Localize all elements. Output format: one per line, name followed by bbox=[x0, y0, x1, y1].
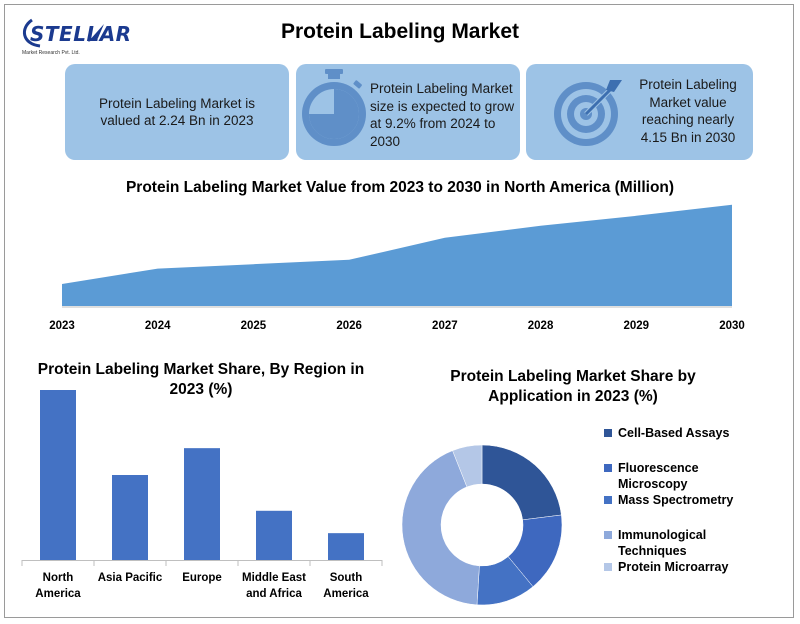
area-x-tick-label: 2030 bbox=[719, 320, 745, 332]
bar-category-label: Middle East and Africa bbox=[242, 572, 306, 600]
logo-swoosh bbox=[23, 18, 104, 48]
legend-item: Cell-Based Assays bbox=[604, 425, 788, 441]
area-x-tick-label: 2025 bbox=[241, 320, 267, 332]
area-x-tick-label: 2023 bbox=[49, 320, 75, 332]
area-chart: 2023 2024 2025 2026 2027 2028 2029 2030 bbox=[49, 204, 745, 332]
legend-item: Immunological Techniques bbox=[604, 527, 718, 559]
info-card-text: Protein Labeling Market value reaching n… bbox=[639, 77, 737, 145]
legend-label: Cell-Based Assays bbox=[618, 426, 730, 440]
info-card-text: Protein Labeling Market is valued at 2.2… bbox=[98, 95, 256, 129]
area-x-tick-label: 2028 bbox=[528, 320, 554, 332]
donut-slice bbox=[401, 450, 480, 606]
legend-label: Fluorescence Microscopy bbox=[618, 461, 699, 491]
area-x-tick-label: 2027 bbox=[432, 320, 458, 332]
legend-swatch bbox=[604, 563, 612, 571]
bar bbox=[112, 475, 148, 560]
bar bbox=[328, 533, 364, 560]
info-card-text: Protein Labeling Market size is expected… bbox=[370, 81, 515, 149]
bar-category-label: Europe bbox=[182, 572, 222, 584]
legend-item: Protein Microarray bbox=[604, 559, 788, 575]
legend-swatch bbox=[604, 531, 612, 539]
bar bbox=[256, 510, 292, 560]
legend-swatch bbox=[604, 429, 612, 437]
area-x-tick-label: 2026 bbox=[336, 320, 362, 332]
legend-label: Immunological Techniques bbox=[618, 528, 707, 558]
area-x-tick-label: 2029 bbox=[623, 320, 649, 332]
info-card-growth: Protein Labeling Market size is expected… bbox=[296, 64, 520, 160]
infographic-frame bbox=[4, 4, 794, 618]
donut-slice bbox=[481, 444, 562, 521]
donut-chart-title: Protein Labeling Market Share by Applica… bbox=[450, 368, 696, 405]
bar-category-label: South America bbox=[323, 572, 369, 600]
legend-swatch bbox=[604, 464, 612, 472]
legend-swatch bbox=[604, 496, 612, 504]
area-chart-title: Protein Labeling Market Value from 2023 … bbox=[125, 179, 675, 196]
info-card-forecast: Protein Labeling Market value reaching n… bbox=[526, 64, 753, 160]
bar-category-label: North America bbox=[35, 572, 81, 600]
target-icon bbox=[554, 80, 622, 146]
logo-text: STELLAR bbox=[30, 22, 132, 46]
legend-item: Mass Spectrometry bbox=[604, 492, 788, 508]
stellar-logo: STELLAR Market Research Pvt. Ltd. bbox=[18, 14, 131, 60]
bar-category-label: Asia Pacific bbox=[98, 572, 163, 584]
logo-subtext: Market Research Pvt. Ltd. bbox=[22, 50, 80, 56]
legend-label: Protein Microarray bbox=[618, 560, 729, 574]
page-title: Protein Labeling Market bbox=[280, 20, 520, 43]
donut-slice bbox=[452, 444, 483, 488]
bar bbox=[184, 448, 220, 560]
legend-label: Mass Spectrometry bbox=[618, 493, 734, 507]
legend-item: Fluorescence Microscopy bbox=[604, 460, 718, 492]
area-x-tick-label: 2024 bbox=[145, 320, 171, 332]
bar bbox=[40, 390, 76, 560]
bar-chart-title: Protein Labeling Market Share, By Region… bbox=[37, 361, 365, 398]
area-series bbox=[62, 204, 732, 306]
stopwatch-icon bbox=[302, 69, 366, 146]
info-card-valuation: Protein Labeling Market is valued at 2.2… bbox=[65, 64, 289, 160]
